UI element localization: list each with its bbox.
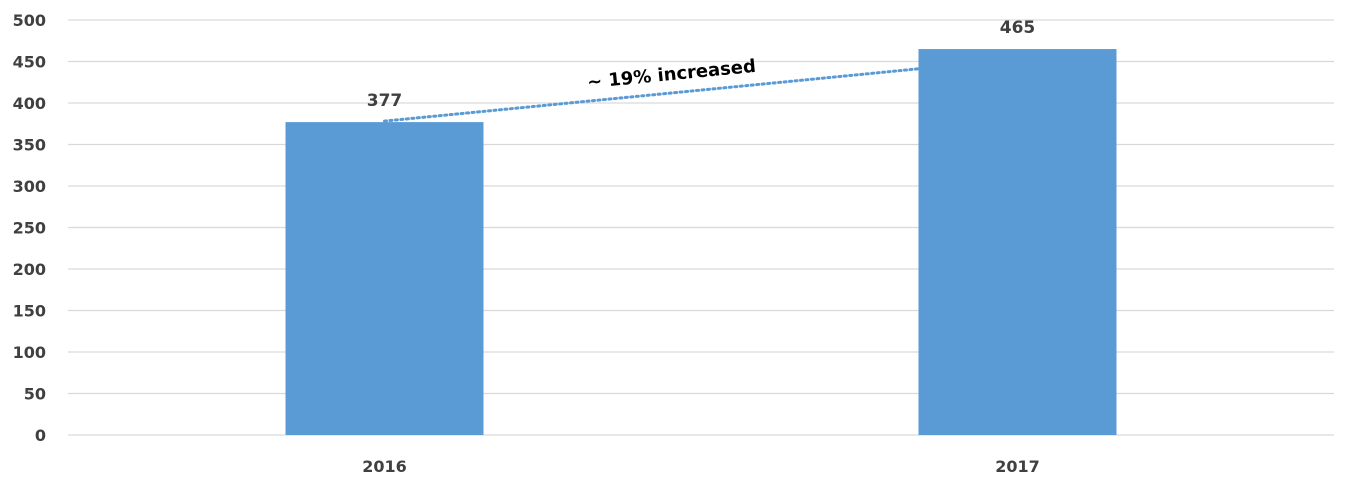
y-axis-ticks: 0 50 100 150 200 250 300 350 400 450 500 bbox=[13, 11, 46, 445]
bar-2016 bbox=[285, 122, 484, 435]
y-tick-label: 50 bbox=[24, 385, 46, 404]
bars bbox=[285, 49, 1117, 436]
trend-line bbox=[383, 59, 999, 123]
y-tick-label: 450 bbox=[13, 53, 46, 72]
y-tick-label: 150 bbox=[13, 302, 46, 321]
x-tick-label: 2017 bbox=[995, 457, 1040, 476]
data-labels: 377 465 bbox=[367, 18, 1036, 111]
x-tick-label: 2016 bbox=[362, 457, 407, 476]
bar-2017 bbox=[918, 49, 1117, 436]
y-tick-label: 350 bbox=[13, 136, 46, 155]
trend-annotation: ~ 19% increased bbox=[383, 56, 999, 123]
y-tick-label: 200 bbox=[13, 260, 46, 279]
y-tick-label: 250 bbox=[13, 219, 46, 238]
gridlines bbox=[68, 19, 1334, 436]
y-tick-label: 400 bbox=[13, 94, 46, 113]
x-axis-ticks: 2016 2017 bbox=[362, 457, 1040, 476]
data-label: 465 bbox=[1000, 18, 1036, 38]
y-tick-label: 0 bbox=[35, 426, 46, 445]
y-tick-label: 100 bbox=[13, 343, 46, 362]
y-tick-label: 300 bbox=[13, 177, 46, 196]
data-label: 377 bbox=[367, 91, 403, 111]
y-tick-label: 500 bbox=[13, 11, 46, 30]
